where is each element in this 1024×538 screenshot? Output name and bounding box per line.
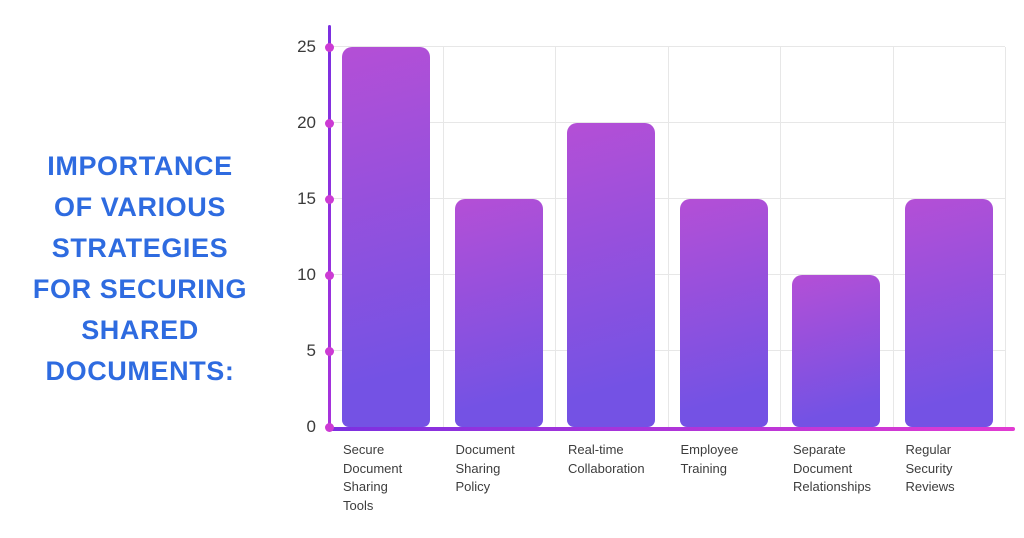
bar-slot: [443, 47, 556, 427]
category-label-line: Training: [680, 460, 727, 476]
category-label-line: Collaboration: [568, 460, 645, 476]
bar: [567, 123, 656, 427]
category-label: Employee Training: [668, 441, 781, 515]
grid-layer: [330, 46, 1006, 427]
chart-title-line: FOR SECURING: [32, 274, 248, 304]
bar-slot: [555, 47, 668, 427]
axis-tick-dot: [325, 42, 334, 52]
y-tick-label: 10: [297, 265, 316, 284]
category-label-line: Relationships: [793, 479, 872, 494]
axis-tick-dot: [325, 194, 334, 204]
bar: [454, 199, 543, 427]
chart-title: IMPORTANCE OF VARIOUS STRATEGIES FOR SECURI…: [14, 146, 266, 392]
vertical-gridline: [555, 47, 556, 427]
vertical-gridline: [1005, 47, 1006, 427]
axis-tick-dot: [325, 270, 334, 280]
axis-tick-dot: [325, 422, 334, 432]
bar: [679, 199, 768, 427]
category-label: Real-time Collaboration: [555, 441, 668, 515]
axis-tick-dot: [325, 118, 334, 128]
category-label: Separate Document Relationships: [780, 441, 893, 515]
y-tick-label: 25: [297, 37, 316, 56]
y-tick-label: 5: [306, 341, 316, 360]
category-label: Secure Document Sharing Tools: [330, 441, 443, 515]
y-tick-label: 0: [306, 417, 316, 436]
bar: [792, 275, 881, 427]
vertical-gridline: [667, 47, 669, 427]
tick-dots-layer: [325, 42, 1005, 432]
bars-layer: [330, 47, 1005, 427]
category-label-line: Security: [905, 460, 953, 476]
category-label-line: Document: [343, 460, 403, 476]
category-label-line: Document: [455, 442, 515, 457]
y-tick-label: 15: [297, 189, 316, 208]
chart-title-line: SHARED: [81, 315, 199, 345]
category-label-line: Policy: [455, 479, 491, 494]
category-label-line: Employee: [680, 442, 739, 457]
bar-slot: [780, 47, 893, 427]
x-axis-line: [327, 427, 1015, 431]
category-label-line: Regular: [905, 442, 952, 457]
bar-slot: [893, 47, 1006, 427]
y-tick-label: 20: [297, 113, 316, 132]
vertical-gridline: [892, 47, 894, 427]
category-label-line: Sharing: [455, 460, 501, 476]
category-label: Document Sharing Policy: [443, 441, 556, 515]
bar-slot: [330, 47, 443, 427]
category-label-line: Secure: [343, 442, 385, 457]
category-label-line: Separate: [793, 442, 846, 457]
chart-title-line: STRATEGIES: [51, 233, 229, 263]
axis-tick-dot: [325, 346, 334, 356]
category-label-line: Sharing: [343, 479, 388, 494]
category-label: Regular Security Reviews: [893, 441, 1006, 515]
chart-title-line: DOCUMENTS:: [45, 356, 235, 386]
category-label-line: Real-time: [568, 442, 624, 457]
category-label-line: Tools: [343, 497, 374, 513]
chart-title-line: IMPORTANCE: [47, 151, 233, 181]
category-label-line: Document: [793, 460, 853, 476]
plot-area: [325, 25, 1015, 432]
bar-chart: 0 5 10 15 20 25 Secure Document Sharing Tools Doc…: [290, 12, 1015, 524]
x-axis-category-labels: Secure Document Sharing Tools Document Sharin…: [330, 441, 1005, 515]
bar: [342, 47, 431, 427]
horizontal-gridline: [330, 46, 1005, 47]
category-label-line: Reviews: [905, 479, 955, 494]
chart-title-line: OF VARIOUS: [53, 192, 226, 222]
vertical-gridline: [780, 47, 781, 427]
bar: [904, 199, 993, 427]
y-axis-line: [328, 25, 331, 429]
vertical-gridline: [442, 47, 444, 427]
y-axis-tick-labels: 0 5 10 15 20 25: [290, 37, 316, 436]
bar-slot: [668, 47, 781, 427]
